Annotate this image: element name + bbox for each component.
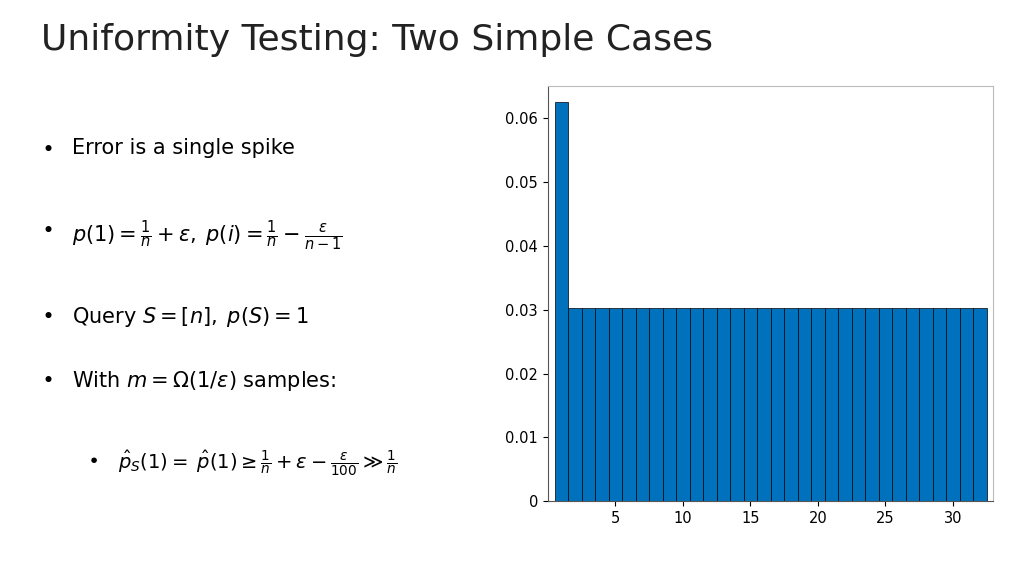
- Bar: [689, 308, 703, 501]
- Bar: [892, 308, 905, 501]
- Text: $\bullet$: $\bullet$: [41, 138, 52, 158]
- Bar: [824, 308, 838, 501]
- Text: Error is a single spike: Error is a single spike: [72, 138, 295, 158]
- Bar: [649, 308, 663, 501]
- Bar: [757, 308, 770, 501]
- Bar: [703, 308, 717, 501]
- Bar: [838, 308, 852, 501]
- Bar: [770, 308, 784, 501]
- Bar: [920, 308, 933, 501]
- Text: Query $S = [n],\; p(S) = 1$: Query $S = [n],\; p(S) = 1$: [72, 305, 308, 329]
- Bar: [730, 308, 743, 501]
- Bar: [623, 308, 636, 501]
- Bar: [568, 308, 582, 501]
- Bar: [555, 103, 568, 501]
- Bar: [663, 308, 676, 501]
- Text: $\bullet$: $\bullet$: [41, 305, 52, 325]
- Bar: [905, 308, 920, 501]
- Bar: [973, 308, 986, 501]
- Bar: [676, 308, 689, 501]
- Bar: [865, 308, 879, 501]
- Bar: [595, 308, 608, 501]
- Bar: [582, 308, 595, 501]
- Bar: [784, 308, 798, 501]
- Text: $\bullet$: $\bullet$: [41, 369, 52, 389]
- Bar: [743, 308, 757, 501]
- Text: $\bullet$: $\bullet$: [41, 219, 52, 239]
- Text: $\bullet$: $\bullet$: [87, 449, 98, 468]
- Text: Uniformity Testing: Two Simple Cases: Uniformity Testing: Two Simple Cases: [41, 23, 713, 57]
- Bar: [933, 308, 946, 501]
- Text: $p(1) = \frac{1}{n} + \varepsilon,\; p(i) = \frac{1}{n} - \frac{\varepsilon}{n-1: $p(1) = \frac{1}{n} + \varepsilon,\; p(i…: [72, 219, 342, 253]
- Text: With $m = \Omega(1/\varepsilon)$ samples:: With $m = \Omega(1/\varepsilon)$ samples…: [72, 369, 336, 393]
- Bar: [608, 308, 623, 501]
- Bar: [798, 308, 811, 501]
- Bar: [811, 308, 824, 501]
- Bar: [879, 308, 892, 501]
- Bar: [959, 308, 973, 501]
- Bar: [852, 308, 865, 501]
- Bar: [946, 308, 959, 501]
- Text: $\hat{p}_S(1) = \;\hat{p}(1) \geq \frac{1}{n} + \varepsilon - \frac{\varepsilon}: $\hat{p}_S(1) = \;\hat{p}(1) \geq \frac{…: [118, 449, 397, 479]
- Bar: [636, 308, 649, 501]
- Bar: [717, 308, 730, 501]
